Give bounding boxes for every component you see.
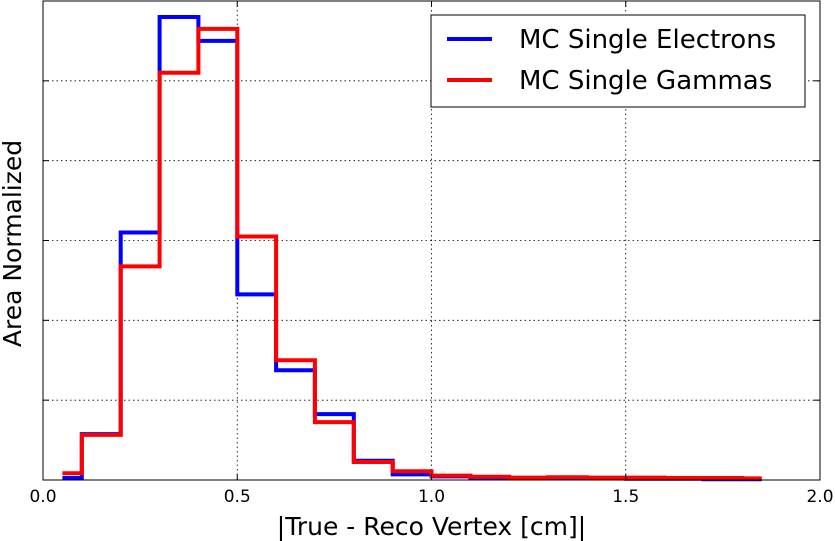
x-tick-label: 2.0 xyxy=(806,487,833,507)
legend-label-electrons: MC Single Electrons xyxy=(519,25,776,55)
legend-box xyxy=(430,14,806,108)
series-line-gammas xyxy=(62,26,762,481)
x-axis-title: |True - Reco Vertex [cm]| xyxy=(277,512,586,541)
x-tick-label: 1.0 xyxy=(418,487,445,507)
x-tick-label: 0.0 xyxy=(29,487,56,507)
legend-label-gammas: MC Single Gammas xyxy=(519,66,772,96)
x-tick-label: 1.5 xyxy=(612,487,639,507)
x-tick-label: 0.5 xyxy=(224,487,251,507)
y-axis-title: Area Normalized xyxy=(0,140,27,347)
x-tick-labels: 0.0 0.5 1.0 1.5 2.0 xyxy=(29,487,833,507)
tick-marks xyxy=(42,1,821,480)
legend: MC Single Electrons MC Single Gammas xyxy=(430,14,806,108)
